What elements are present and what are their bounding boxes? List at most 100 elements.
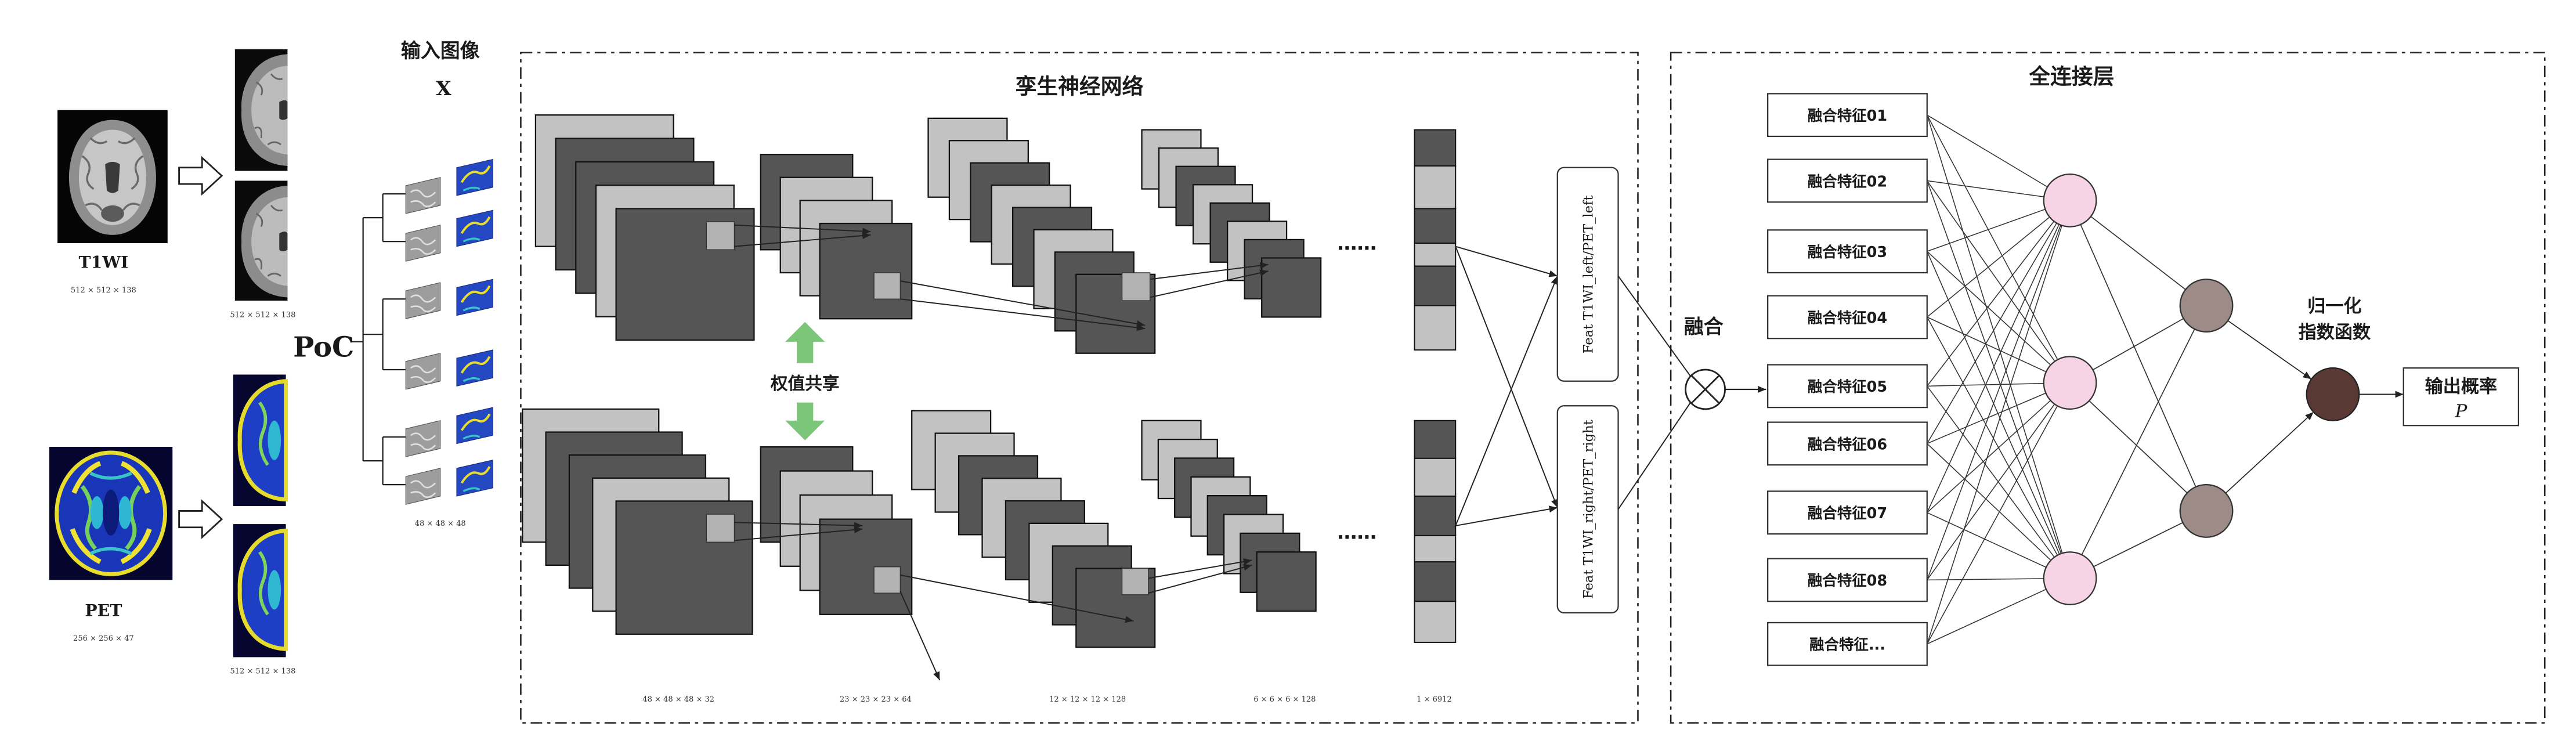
t1wi-slice-ventricle: [279, 232, 288, 252]
fused-feature-label: 融合特征07: [1808, 505, 1887, 522]
patch-pair: [405, 349, 493, 390]
vector-to-feature-arrow: [1455, 245, 1558, 277]
patch-pair: [405, 459, 493, 505]
layer-dims-4: 6 × 6 × 6 × 128: [1253, 695, 1316, 704]
fused-feature-label: 融合特征02: [1808, 173, 1887, 190]
top-conv-block-4: [1141, 129, 1322, 318]
conv-arrow-head: [1259, 269, 1269, 276]
conv-arrow: [734, 234, 871, 247]
feature-map-layer: [1261, 257, 1322, 318]
pet-slice-uptake: [258, 551, 269, 616]
bottom-conv-block-2: [760, 446, 913, 615]
fusion-to-fc-arrow-head: [1758, 386, 1766, 393]
fused-feature-box: [1767, 93, 1928, 138]
vector-segment: [1414, 534, 1457, 563]
fused-feature-box: [1767, 229, 1928, 274]
feature-left-frame: [1556, 167, 1619, 382]
fc-connection-line: [1927, 114, 2071, 579]
fc-connection-line: [1927, 180, 2071, 384]
hidden-connection-line: [2069, 382, 2207, 512]
feature-left-label: Feat T1WI_left/PET_left: [1581, 196, 1596, 354]
pet-slice-region: [268, 420, 281, 460]
fc-nodes: [2043, 173, 2360, 605]
pet-patch-uptake: [460, 216, 491, 234]
fc-connection-line: [1927, 382, 2071, 580]
fc-connections: [1927, 114, 2404, 645]
fused-feature-label: 融合特征08: [1808, 572, 1887, 590]
t1wi-slice-ventricle: [279, 100, 288, 120]
fused-feature-label: 融合特征...: [1809, 637, 1885, 654]
output-arrow-head: [2395, 391, 2404, 398]
fc-connection-line: [1927, 251, 2071, 384]
output-box: 输出概率 P: [2402, 367, 2520, 427]
conv-arrow-head: [1136, 324, 1146, 331]
pet-label: PET: [85, 601, 122, 620]
fc-connection-line: [1927, 200, 2071, 444]
patch-pair: [405, 209, 493, 262]
patch-pair: [405, 407, 493, 457]
pet-volume-dims: 256 × 256 × 47: [73, 634, 134, 643]
vector-to-feature-arrow: [1455, 246, 1558, 508]
input-symbol: X: [436, 77, 451, 100]
hidden-connection-line: [2069, 305, 2207, 579]
receptive-field-patch: [706, 514, 735, 543]
hidden-layer-1-node: [2043, 551, 2097, 605]
weight-sharing-label: 权值共享: [770, 374, 840, 394]
bottom-conv-block-1: [522, 408, 753, 635]
vector-to-feature-arrow-head: [1551, 498, 1558, 508]
t1wi-patch-texture: [410, 294, 436, 313]
t1wi-slice-1: [234, 49, 288, 171]
receptive-field-patch: [1121, 272, 1151, 301]
hidden-connection-line: [2069, 200, 2207, 511]
fc-connection-line: [1927, 200, 2071, 317]
t1wi-patch-texture: [410, 480, 436, 498]
vector-segment: [1414, 305, 1457, 351]
t1wi-hollow-arrow-icon: [178, 156, 223, 196]
fused-feature-item: 融合特征04: [1767, 295, 1928, 339]
vector-segment: [1414, 561, 1457, 602]
top-conv-block-2: [760, 153, 913, 320]
fused-feature-item: 融合特征07: [1767, 490, 1928, 535]
patch-pair: [405, 279, 493, 319]
pet-slice-2: [233, 524, 288, 658]
vector-to-feature-arrow-head: [1548, 270, 1558, 277]
pet-patch: [456, 407, 493, 445]
fused-feature-item: 融合特征...: [1767, 622, 1928, 666]
vector-segment: [1414, 129, 1457, 167]
fused-feature-item: 融合特征06: [1767, 421, 1928, 466]
pet-slice-uptake: [258, 401, 269, 466]
receptive-field-patch: [1121, 568, 1149, 595]
layer-dims-1: 48 × 48 × 48 × 32: [642, 695, 714, 704]
pet-patch-texture: [463, 435, 480, 440]
conv-arrow: [734, 522, 863, 526]
fused-feature-list: 融合特征01 融合特征02 融合特征03 融合特征04 融合特征05 融合特征06 融合特征…: [1767, 93, 1928, 666]
pet-patch: [456, 209, 493, 247]
receptive-field-patch: [873, 272, 901, 299]
conv-arrow: [1150, 263, 1269, 280]
t1wi-slice-dims: 512 × 512 × 138: [230, 310, 296, 319]
top-flattened-vector: [1414, 129, 1457, 351]
receptive-field-patch: [706, 221, 735, 251]
fc-connection-line: [1927, 114, 2071, 383]
fc-connection-line: [1927, 443, 2071, 579]
conv-arrow-head: [862, 232, 871, 239]
conv-arrow-head: [1243, 563, 1252, 571]
feature-right-label: Feat T1WI_right/PET_right: [1581, 420, 1596, 599]
bottom-branch-ellipsis: ……: [1337, 521, 1376, 544]
fc-connection-line: [1927, 200, 2071, 513]
pet-slice-dims: 512 × 512 × 138: [230, 667, 296, 676]
hidden-to-output-arrow-head: [2302, 371, 2311, 380]
fused-feature-label: 融合特征03: [1808, 244, 1887, 261]
layer-dims-3: 12 × 12 × 12 × 128: [1049, 695, 1126, 704]
pet-high-uptake: [70, 461, 152, 565]
t1wi-brainstem: [101, 205, 124, 222]
t1wi-slice-sulci: [254, 205, 283, 277]
fused-feature-box: [1767, 295, 1928, 339]
conv-arrow: [1150, 270, 1269, 298]
fusion-input-line-right: [1617, 402, 1691, 510]
pet-patch: [456, 158, 493, 196]
fc-connection-line: [1927, 200, 2071, 644]
conv-arrow-head: [854, 526, 863, 533]
fusion-input-line-left: [1617, 276, 1691, 377]
conv-arrow: [899, 591, 941, 681]
